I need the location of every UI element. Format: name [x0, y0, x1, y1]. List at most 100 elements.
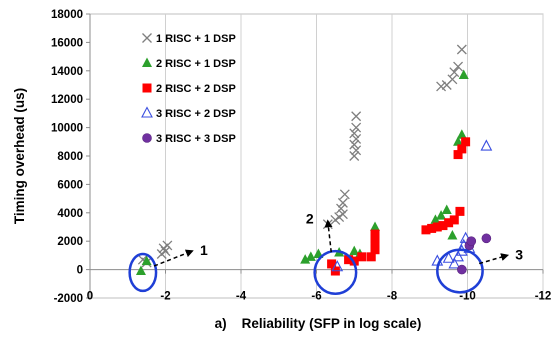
data-point	[444, 218, 454, 228]
y-tick-label: 18000	[51, 9, 83, 21]
data-point	[452, 250, 464, 262]
data-point	[427, 223, 437, 233]
data-point	[327, 259, 337, 269]
legend-label: 2 RISC + 2 DSP	[156, 83, 236, 95]
data-point	[453, 61, 464, 72]
legend-label: 1 RISC + 1 DSP	[156, 33, 236, 45]
legend-marker	[142, 33, 152, 43]
data-point	[336, 203, 346, 214]
data-point	[436, 210, 447, 220]
data-point	[160, 246, 171, 257]
y-tick-label: 14000	[51, 66, 83, 78]
data-point	[370, 239, 380, 249]
legend: 1 RISC + 1 DSP 2 RISC + 1 DSP 2 RISC + 2 D…	[141, 33, 236, 145]
data-point	[305, 251, 316, 261]
annotation-arrow-3	[478, 253, 510, 265]
data-point	[357, 252, 367, 262]
y-tick-label: 12000	[51, 94, 83, 106]
y-tick-label: 4000	[57, 208, 83, 220]
highlight-ellipse-2	[313, 249, 358, 295]
data-point	[339, 189, 350, 200]
data-point	[349, 245, 360, 256]
legend-item: 1 RISC + 1 DSP	[142, 33, 236, 45]
data-point	[456, 129, 467, 139]
annotation-arrow-2	[324, 219, 333, 253]
data-point	[436, 81, 447, 92]
data-point	[349, 151, 360, 161]
data-point	[370, 245, 380, 255]
legend-marker	[142, 57, 152, 67]
data-point	[455, 206, 465, 216]
tick-labels: -2000 0 2000 4000 6000 8000 10000 12000 14000 160…	[51, 9, 551, 305]
data-point	[370, 221, 381, 231]
x-tick-label: -6	[311, 291, 321, 303]
series-3-risc-3-dsp	[457, 233, 492, 275]
data-points	[135, 44, 493, 276]
highlight-ellipse-3	[436, 248, 484, 294]
y-tick-label: 8000	[57, 151, 83, 163]
data-point	[344, 255, 354, 265]
legend-label: 3 RISC + 2 DSP	[156, 108, 236, 120]
data-point	[480, 139, 493, 151]
legend-item: 3 RISC + 2 DSP	[141, 106, 236, 120]
annotation-label-2: 2	[306, 210, 314, 226]
y-tick-label: -2000	[54, 293, 83, 305]
x-tick-label: -8	[387, 291, 398, 303]
data-point	[438, 221, 448, 231]
data-point	[449, 215, 459, 225]
legend-label: 3 RISC + 3 DSP	[156, 133, 236, 145]
y-tick-label: 16000	[51, 37, 83, 49]
data-point	[457, 144, 467, 154]
data-point	[366, 252, 376, 262]
data-point	[337, 209, 348, 220]
annotation-label-1: 1	[200, 242, 208, 258]
data-point	[456, 44, 467, 55]
data-point	[442, 251, 455, 263]
legend-marker	[141, 106, 153, 118]
data-point	[141, 255, 152, 266]
y-tick-label: 2000	[57, 236, 83, 248]
data-point	[447, 230, 458, 240]
y-tick-label: 6000	[57, 179, 83, 191]
legend-marker	[142, 133, 152, 143]
x-tick-label: -12	[535, 291, 552, 303]
legend-item: 3 RISC + 3 DSP	[142, 133, 236, 145]
annotation-label-3: 3	[515, 246, 523, 262]
x-tick-label: -10	[459, 291, 476, 303]
data-point	[349, 139, 360, 150]
data-point	[430, 214, 441, 224]
x-axis-title: a) Reliability (SFP in log scale)	[215, 316, 422, 331]
data-point	[421, 225, 431, 235]
y-axis-title: Timing overhead (us)	[12, 88, 27, 224]
data-point	[337, 197, 348, 208]
data-point	[466, 236, 477, 246]
data-point	[162, 240, 173, 251]
data-point	[449, 67, 460, 78]
x-tick-label: 0	[87, 291, 93, 303]
annotations: 1 2 3	[128, 210, 523, 295]
data-point	[453, 136, 464, 146]
data-point	[461, 137, 471, 147]
data-point	[441, 204, 452, 214]
data-point	[331, 260, 344, 272]
legend-label: 2 RISC + 1 DSP	[156, 58, 236, 70]
data-point	[481, 233, 492, 244]
y-tick-label: 0	[77, 265, 83, 277]
data-point	[370, 229, 380, 239]
x-tick-label: -4	[236, 291, 247, 303]
data-point	[351, 122, 362, 133]
data-point	[300, 254, 311, 264]
data-point	[349, 128, 360, 139]
data-point	[351, 111, 362, 122]
y-tick-label: 10000	[51, 123, 83, 135]
data-point	[448, 257, 461, 269]
data-point	[432, 222, 442, 232]
data-point	[135, 265, 146, 276]
axes	[86, 13, 544, 299]
data-point	[351, 145, 362, 156]
data-point	[351, 134, 362, 144]
legend-item: 2 RISC + 1 DSP	[142, 57, 236, 70]
x-tick-label: -2	[160, 291, 170, 303]
